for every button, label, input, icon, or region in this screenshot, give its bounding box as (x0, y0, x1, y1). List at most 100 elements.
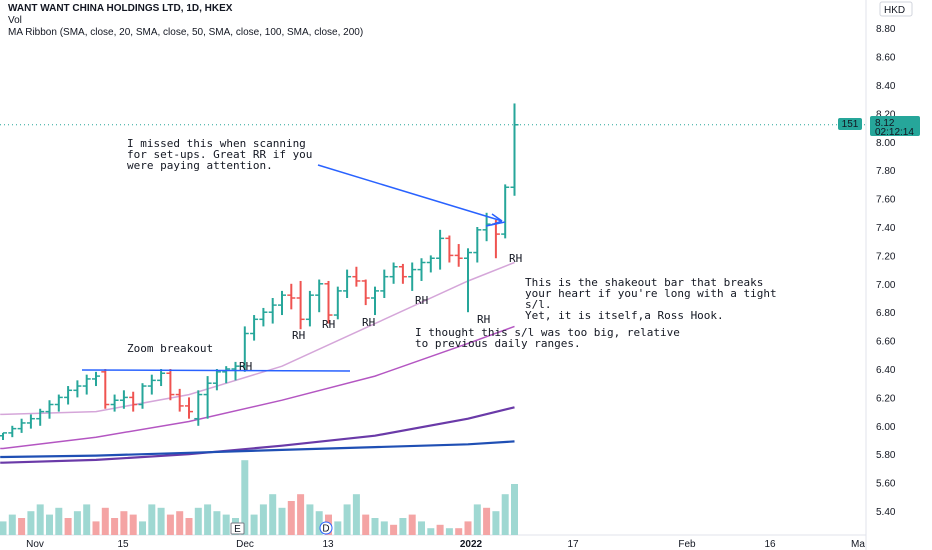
volume-bar (222, 514, 230, 535)
ohlc-bar (45, 400, 54, 419)
volume-bar (492, 511, 500, 535)
volume-bar (120, 511, 128, 535)
time-tick-label: Nov (26, 539, 44, 550)
note-shakeout-bar: s/l. (525, 298, 552, 311)
ohlc-bar (157, 369, 166, 387)
rh-label: RH (477, 313, 490, 326)
ohlc-bar (408, 262, 417, 291)
ohlc-bar (398, 263, 407, 284)
price-tick-label: 6.80 (876, 308, 896, 319)
volume-bar (0, 521, 7, 535)
rh-label: RH (415, 294, 428, 307)
volume-bar (511, 484, 518, 535)
volume-bar (269, 494, 277, 535)
earnings-marker-label: E (234, 524, 241, 535)
ohlc-bar (0, 432, 7, 440)
time-tick-label: 2022 (460, 539, 483, 550)
price-tick-label: 7.00 (876, 280, 896, 291)
price-tick-label: 8.80 (876, 24, 896, 35)
volume-bar (380, 521, 388, 535)
ohlc-bar (147, 374, 156, 395)
volume-bar (427, 528, 435, 535)
ohlc-bar (473, 227, 482, 263)
time-tick-label: Feb (678, 539, 696, 550)
ohlc-bar (185, 397, 193, 419)
ohlc-bar (166, 369, 175, 401)
currency-box (879, 1, 913, 17)
volume-bar (241, 460, 249, 535)
price-tick-label: 8.60 (876, 53, 896, 64)
rh-label: RH (239, 360, 252, 373)
time-tick-label: Dec (236, 539, 254, 550)
price-tick-label: 7.20 (876, 251, 896, 262)
ohlc-bar (436, 229, 445, 270)
volume-bar (473, 504, 481, 535)
volume-bar (92, 521, 100, 535)
volume-bar (148, 504, 156, 535)
rh-label: RH (362, 316, 375, 329)
ohlc-bar (296, 280, 305, 330)
note-stop-loss: I thought this s/l was too big, relative (415, 326, 680, 339)
time-tick-label: 17 (567, 539, 579, 550)
ma-ribbon-legend[interactable]: MA Ribbon (SMA, close, 20, SMA, close, 5… (8, 27, 364, 38)
time-tick-label: 15 (117, 539, 129, 550)
ohlc-bar (92, 371, 100, 387)
price-tick-label: 8.40 (876, 81, 896, 92)
breakout-level-line (81, 369, 351, 372)
volume-bar (408, 514, 416, 535)
price-badge (870, 116, 920, 136)
ohlc-bar (240, 326, 249, 372)
ohlc-bar (8, 425, 17, 438)
volume-bar (194, 507, 202, 535)
volume-bar (390, 524, 398, 535)
volume-bar (501, 494, 509, 535)
ohlc-bar (464, 248, 472, 313)
ohlc-bar (17, 418, 26, 433)
ohlc-bar (361, 279, 370, 306)
note-shakeout-bar: This is the shakeout bar that breaks (525, 276, 763, 289)
volume-bar (129, 514, 137, 535)
symbol-title[interactable]: WANT WANT CHINA HOLDINGS LTD, 1D, HKEX (8, 3, 233, 14)
ohlc-bar (343, 269, 352, 298)
ohlc-bar (389, 262, 398, 284)
ohlc-bar (454, 244, 463, 267)
ohlc-bar (110, 394, 119, 412)
price-tick-label: 6.60 (876, 337, 896, 348)
ohlc-bar (287, 283, 296, 310)
price-badge-time: 02:12:14 (875, 127, 914, 138)
ohlc-bar (54, 394, 63, 412)
ohlc-bar (278, 290, 286, 316)
currency-label: HKD (884, 5, 905, 16)
ohlc-bar (73, 380, 82, 398)
countdown-badge (838, 118, 862, 130)
dividend-marker-label: D (322, 524, 329, 535)
ohlc-bar (82, 374, 91, 395)
ohlc-bar (380, 269, 389, 298)
price-tick-label: 6.20 (876, 393, 896, 404)
volume-bar (157, 507, 165, 535)
volume-bar (36, 504, 44, 535)
ohlc-bar (426, 255, 435, 273)
price-tick-label: 7.80 (876, 166, 896, 177)
volume-bar (464, 521, 472, 535)
ohlc-bar (501, 184, 510, 239)
volume-legend[interactable]: Vol (8, 15, 22, 26)
volume-bar (204, 504, 212, 535)
ohlc-bar (510, 103, 519, 196)
note-missed-setup: for set-ups. Great RR if you (127, 148, 312, 161)
volume-bar (55, 507, 63, 535)
volume-bar (250, 514, 258, 535)
volume-bar (418, 521, 425, 535)
ma200-line (0, 440, 515, 459)
volume-bar (352, 494, 360, 535)
volume-bar (8, 514, 16, 535)
volume-bar (73, 511, 81, 535)
rh-label: RH (509, 252, 522, 265)
price-tick-label: 5.80 (876, 450, 896, 461)
rh-label: RH (322, 318, 335, 331)
volume-bar (371, 518, 379, 535)
rh-label: RH (292, 329, 305, 342)
ohlc-bar (352, 266, 361, 287)
earnings-marker (230, 522, 245, 535)
